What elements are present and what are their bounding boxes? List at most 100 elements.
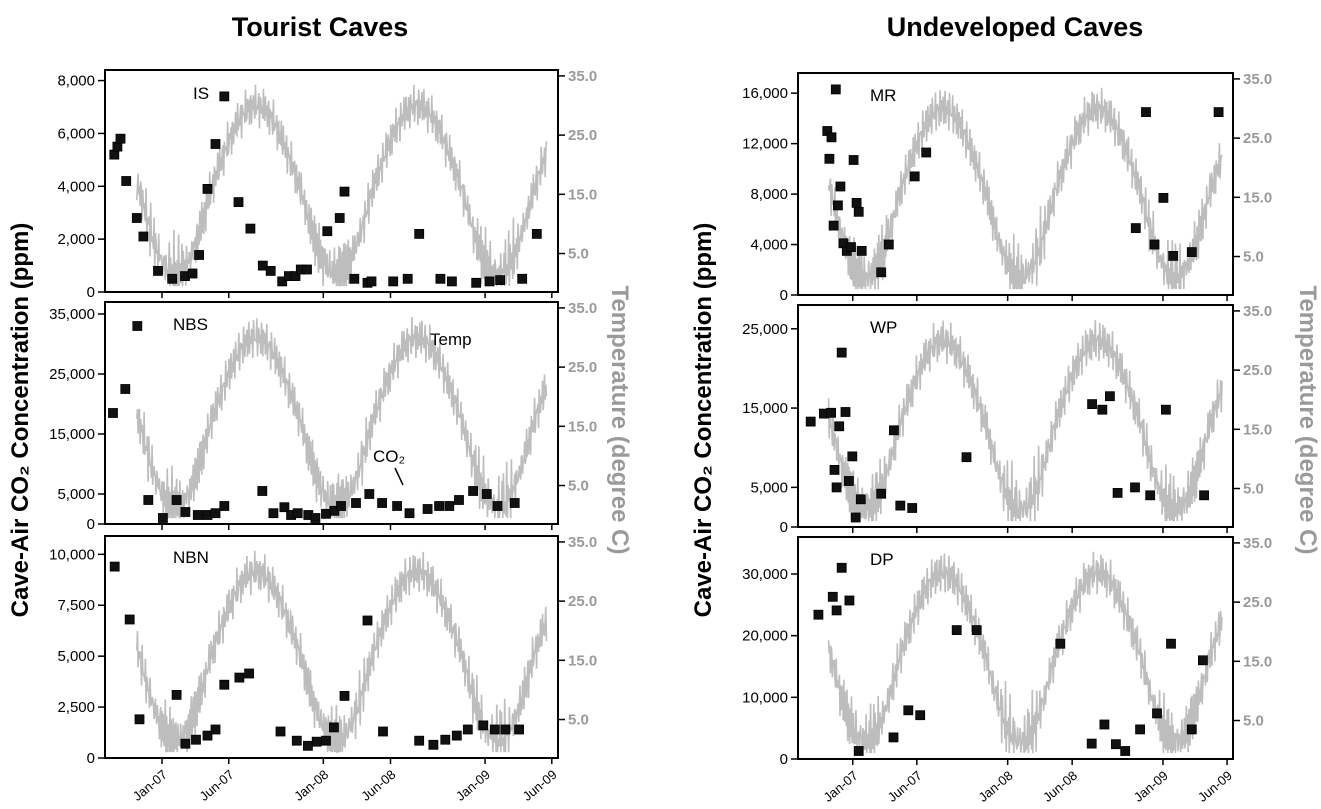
date-tick-label: Jun-09	[520, 767, 560, 804]
co2-point	[850, 512, 861, 523]
co2-tick-label: 15,000	[742, 400, 788, 417]
co2-point	[349, 273, 360, 284]
co2-point	[364, 489, 375, 499]
temperature-axis-label-left: Temperature (degree C)	[606, 286, 633, 555]
co2-point	[257, 486, 268, 496]
temp-tick-label: 15.0	[1243, 421, 1272, 438]
co2-point	[210, 508, 221, 519]
panel-frame	[797, 304, 1234, 528]
co2-point	[291, 735, 302, 746]
temp-annotation: Temp	[430, 330, 472, 349]
co2-point	[1166, 638, 1176, 649]
co2-tick-label: 10,000	[49, 546, 95, 563]
temp-tick-label: 15.0	[1243, 189, 1272, 206]
co2-point	[131, 213, 142, 223]
co2-point	[121, 176, 132, 186]
co2-point	[844, 595, 855, 606]
co2-point	[171, 690, 182, 700]
co2-point	[321, 735, 331, 746]
co2-point	[848, 155, 859, 165]
co2-tick-label: 8,000	[57, 73, 95, 90]
co2-tick-label: 4,000	[750, 237, 788, 254]
temperature-axis-label-right: Temperature (degree C)	[1294, 286, 1321, 555]
co2-tick-label: 15,000	[49, 426, 95, 443]
co2-point	[202, 183, 213, 194]
co2-point	[961, 452, 972, 463]
co2-point	[328, 722, 339, 733]
co2-point	[831, 482, 842, 493]
co2-point	[414, 735, 425, 746]
co2-point	[833, 200, 843, 211]
panel-frame	[797, 72, 1234, 296]
co2-point	[153, 265, 163, 276]
co2-tick-label: 2,000	[57, 231, 95, 248]
co2-point	[290, 271, 301, 282]
co2-point	[828, 220, 839, 231]
co2-point	[321, 508, 331, 519]
co2-point	[826, 132, 837, 143]
co2-point	[1145, 490, 1156, 501]
co2-point	[362, 615, 373, 626]
co2-point	[921, 147, 932, 158]
date-tick-label: Jan-07	[821, 768, 861, 805]
co2-point	[392, 501, 403, 511]
co2-tick-label: 0	[780, 287, 788, 304]
co2-point	[971, 625, 982, 635]
co2-point	[191, 734, 201, 745]
co2-point	[915, 710, 926, 721]
tourist-caves-title: Tourist Caves	[231, 12, 409, 42]
temp-tick-label: 25.0	[568, 127, 597, 144]
co2-tick-label: 2,500	[57, 699, 95, 716]
co2-point	[826, 407, 836, 418]
co2-point	[351, 498, 361, 508]
co2-tick-label: 5,000	[750, 479, 788, 496]
co2-point	[517, 273, 528, 284]
co2-point	[202, 730, 213, 741]
co2-tick-label: 35,000	[49, 306, 95, 323]
co2-point	[1149, 239, 1160, 250]
temp-tick-label: 25.0	[1243, 594, 1272, 611]
co2-tick-label: 6,000	[57, 125, 95, 142]
date-tick-label: Jun-08	[1040, 768, 1080, 805]
co2-point	[134, 714, 145, 725]
co2-point	[366, 276, 377, 287]
co2-point	[292, 508, 303, 519]
co2-tick-label: 25,000	[742, 321, 788, 338]
co2-point	[847, 451, 858, 462]
co2-point	[210, 139, 221, 149]
temp-tick-label: 5.0	[1243, 713, 1264, 730]
co2-point	[244, 668, 255, 679]
co2-point	[1087, 399, 1097, 410]
co2-point	[1055, 638, 1066, 649]
co2-tick-label: 0	[87, 284, 95, 301]
co2-point	[835, 181, 846, 192]
temp-tick-label: 35.0	[568, 534, 597, 551]
co2-point	[339, 691, 350, 701]
co2-point	[428, 739, 439, 750]
temp-tick-label: 35.0	[568, 300, 597, 317]
co2-point	[1135, 724, 1145, 735]
co2-tick-label: 0	[780, 519, 788, 536]
co2-point	[378, 726, 388, 737]
co2-point	[233, 197, 244, 208]
temp-tick-label: 35.0	[568, 68, 597, 85]
co2-point	[813, 609, 824, 620]
co2-point	[1086, 738, 1097, 749]
co2-point	[824, 153, 835, 164]
co2-tick-label: 0	[87, 516, 95, 533]
co2-point	[855, 494, 866, 505]
co2-annotation-leader	[394, 467, 404, 486]
temp-tick-label: 35.0	[1243, 303, 1272, 320]
co2-point	[1111, 739, 1121, 750]
co2-annotation: CO₂	[373, 447, 405, 466]
co2-point	[377, 498, 388, 508]
co2-point	[1099, 719, 1110, 730]
temp-tick-label: 25.0	[568, 593, 597, 610]
co2-point	[805, 416, 816, 427]
temp-tick-label: 35.0	[1243, 535, 1272, 552]
co2-point	[500, 724, 511, 735]
temp-tick-label: 25.0	[568, 359, 597, 376]
co2-point	[414, 228, 425, 239]
co2-point	[265, 265, 276, 276]
co2-point	[180, 738, 191, 749]
